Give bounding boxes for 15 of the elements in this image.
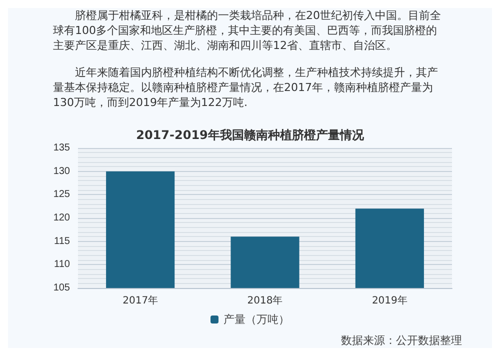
y-tick-label: 105 xyxy=(53,282,70,294)
x-tick-label: 2017年 xyxy=(122,294,158,306)
y-tick-label: 110 xyxy=(54,259,70,270)
y-tick-label: 135 xyxy=(53,142,70,154)
text: 脐橙属于柑橘亚科，是柑橘的一类栽培品种，在20世纪初传入中国。目前全球有100多个国家和地区生产脐橙，其中主要的有美国、巴西等，而我国脐橙的主要产区是重庆、江西、湖北、湖南和四川等12省、直辖市、自治区。 xyxy=(53,8,442,53)
x-tick-label: 2018年 xyxy=(247,294,283,306)
y-tick-label: 115 xyxy=(54,236,70,247)
y-tick-label: 125 xyxy=(53,189,70,200)
legend-label: 产量（万吨） xyxy=(224,313,290,326)
text: 近年来随着国内脐橙种植结构不断优化调整，生产种植技术持续提升，其产量基本保持稳定。以赣南种植脐橙产量情况，在2017年，赣南种植脐橙产量为130万吨，而到2019年产量为122万吨. xyxy=(53,65,439,110)
x-tick-label: 2019年 xyxy=(372,294,408,306)
chart-title: 2017-2019年我国赣南种植脐橙产量情况 xyxy=(136,128,365,142)
y-tick-label: 120 xyxy=(53,212,70,224)
y-tick-label: 130 xyxy=(53,166,70,177)
source-note: 数据来源：公开数据整理 xyxy=(341,334,462,347)
